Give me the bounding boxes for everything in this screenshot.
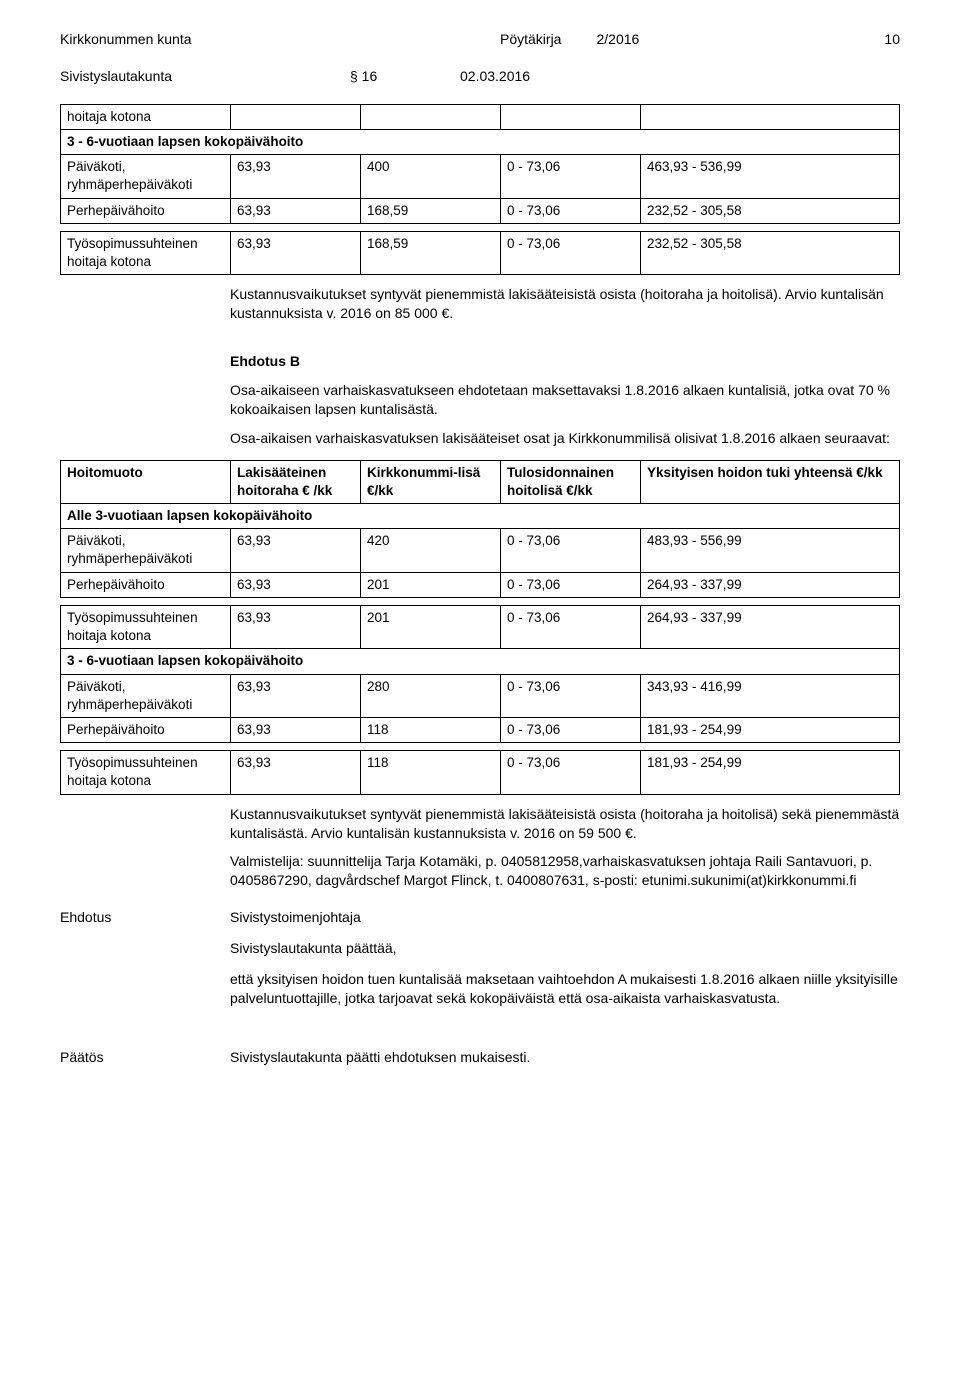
- table-cell: 280: [361, 674, 501, 717]
- table-cell: 63,93: [231, 717, 361, 742]
- table-cell: Päiväkoti, ryhmäperhepäiväkoti: [61, 529, 231, 572]
- table-cell: 232,52 - 305,58: [641, 231, 900, 274]
- table-cell: Työsopimussuhteinen hoitaja kotona: [61, 605, 231, 648]
- cost-impact-2: Kustannusvaikutukset syntyvät pienemmist…: [230, 805, 900, 843]
- table-cell: 400: [361, 155, 501, 198]
- sub-header: Sivistyslautakunta § 16 02.03.2016: [60, 67, 900, 86]
- table-cell: Työsopimussuhteinen hoitaja kotona: [61, 751, 231, 794]
- table-cell: 201: [361, 572, 501, 597]
- table-cell: Perhepäivähoito: [61, 717, 231, 742]
- proposal-section: Ehdotus Sivistystoimenjohtaja Sivistysla…: [60, 908, 900, 1020]
- preparer-info: Valmistelija: suunnittelija Tarja Kotamä…: [230, 852, 900, 890]
- table-cell: Päiväkoti, ryhmäperhepäiväkoti: [61, 155, 231, 198]
- table-cell: [231, 104, 361, 129]
- table-cell: 0 - 73,06: [501, 198, 641, 223]
- table-header-cell: Tulosidonnainen hoitolisä €/kk: [501, 460, 641, 503]
- table-cell: 118: [361, 717, 501, 742]
- table-cell: hoitaja kotona: [61, 104, 231, 129]
- table-cell: 264,93 - 337,99: [641, 572, 900, 597]
- table-cell: 118: [361, 751, 501, 794]
- table-cell: 463,93 - 536,99: [641, 155, 900, 198]
- table-cell: 0 - 73,06: [501, 605, 641, 648]
- table-cell: 0 - 73,06: [501, 529, 641, 572]
- board-name: Sivistyslautakunta: [60, 67, 340, 86]
- table-cell: 0 - 73,06: [501, 231, 641, 274]
- proposal-b-text: Osa-aikaiseen varhaiskasvatukseen ehdote…: [230, 381, 900, 419]
- table-cell: 63,93: [231, 231, 361, 274]
- table-row-span: 3 - 6-vuotiaan lapsen kokopäivähoito: [61, 649, 900, 674]
- table-cell: 232,52 - 305,58: [641, 198, 900, 223]
- body-1: Kustannusvaikutukset syntyvät pienemmist…: [230, 285, 900, 447]
- table-cell: [501, 104, 641, 129]
- table-row-span: 3 - 6-vuotiaan lapsen kokopäivähoito: [61, 130, 900, 155]
- table-cell: Perhepäivähoito: [61, 198, 231, 223]
- decision-section: Päätös Sivistyslautakunta päätti ehdotuk…: [60, 1048, 900, 1067]
- table-cell: 63,93: [231, 751, 361, 794]
- proposal-b-followup: Osa-aikaisen varhaiskasvatuksen lakisäät…: [230, 429, 900, 448]
- body-2: Kustannusvaikutukset syntyvät pienemmist…: [230, 805, 900, 891]
- table-cell: 201: [361, 605, 501, 648]
- table-cell: 0 - 73,06: [501, 674, 641, 717]
- table-cell: [641, 104, 900, 129]
- table-cell: Päiväkoti, ryhmäperhepäiväkoti: [61, 674, 231, 717]
- table-header-cell: Hoitomuoto: [61, 460, 231, 503]
- proposal-author: Sivistystoimenjohtaja: [230, 908, 900, 927]
- table-cell: 0 - 73,06: [501, 751, 641, 794]
- table-cell: 0 - 73,06: [501, 572, 641, 597]
- table-cell: Työsopimussuhteinen hoitaja kotona: [61, 231, 231, 274]
- page-number: 10: [870, 30, 900, 49]
- proposal-body: että yksityisen hoidon tuen kuntalisää m…: [230, 970, 900, 1008]
- table-cell: 420: [361, 529, 501, 572]
- table-cell: 181,93 - 254,99: [641, 751, 900, 794]
- table-cell: 168,59: [361, 231, 501, 274]
- table-bottom: HoitomuotoLakisääteinen hoitoraha € /kkK…: [60, 460, 900, 795]
- table-header-cell: Yksityisen hoidon tuki yhteensä €/kk: [641, 460, 900, 503]
- table-cell: 63,93: [231, 198, 361, 223]
- decision-label: Päätös: [60, 1048, 230, 1067]
- table-cell: 483,93 - 556,99: [641, 529, 900, 572]
- doc-type: Pöytäkirja 2/2016: [430, 30, 870, 49]
- table-cell: 63,93: [231, 155, 361, 198]
- org-name: Kirkkonummen kunta: [60, 30, 430, 49]
- table-cell: 343,93 - 416,99: [641, 674, 900, 717]
- page-header: Kirkkonummen kunta Pöytäkirja 2/2016 10: [60, 30, 900, 49]
- table-header-cell: Lakisääteinen hoitoraha € /kk: [231, 460, 361, 503]
- table-cell: 181,93 - 254,99: [641, 717, 900, 742]
- table-row-span: Alle 3-vuotiaan lapsen kokopäivähoito: [61, 503, 900, 528]
- table-cell: [361, 104, 501, 129]
- section-number: § 16: [340, 67, 400, 86]
- table-cell: 0 - 73,06: [501, 155, 641, 198]
- meeting-date: 02.03.2016: [400, 67, 900, 86]
- table-cell: 168,59: [361, 198, 501, 223]
- table-cell: 63,93: [231, 529, 361, 572]
- proposal-b-heading: Ehdotus B: [230, 352, 900, 371]
- decision-text: Sivistyslautakunta päätti ehdotuksen muk…: [230, 1048, 900, 1067]
- table-header-cell: Kirkkonummi-lisä €/kk: [361, 460, 501, 503]
- cost-impact-1: Kustannusvaikutukset syntyvät pienemmist…: [230, 285, 900, 323]
- table-cell: Perhepäivähoito: [61, 572, 231, 597]
- table-cell: 63,93: [231, 605, 361, 648]
- table-cell: 0 - 73,06: [501, 717, 641, 742]
- proposal-decides: Sivistyslautakunta päättää,: [230, 939, 900, 958]
- proposal-label: Ehdotus: [60, 908, 230, 1020]
- table-cell: 63,93: [231, 572, 361, 597]
- table-top: hoitaja kotona3 - 6-vuotiaan lapsen koko…: [60, 104, 900, 276]
- table-cell: 264,93 - 337,99: [641, 605, 900, 648]
- table-cell: 63,93: [231, 674, 361, 717]
